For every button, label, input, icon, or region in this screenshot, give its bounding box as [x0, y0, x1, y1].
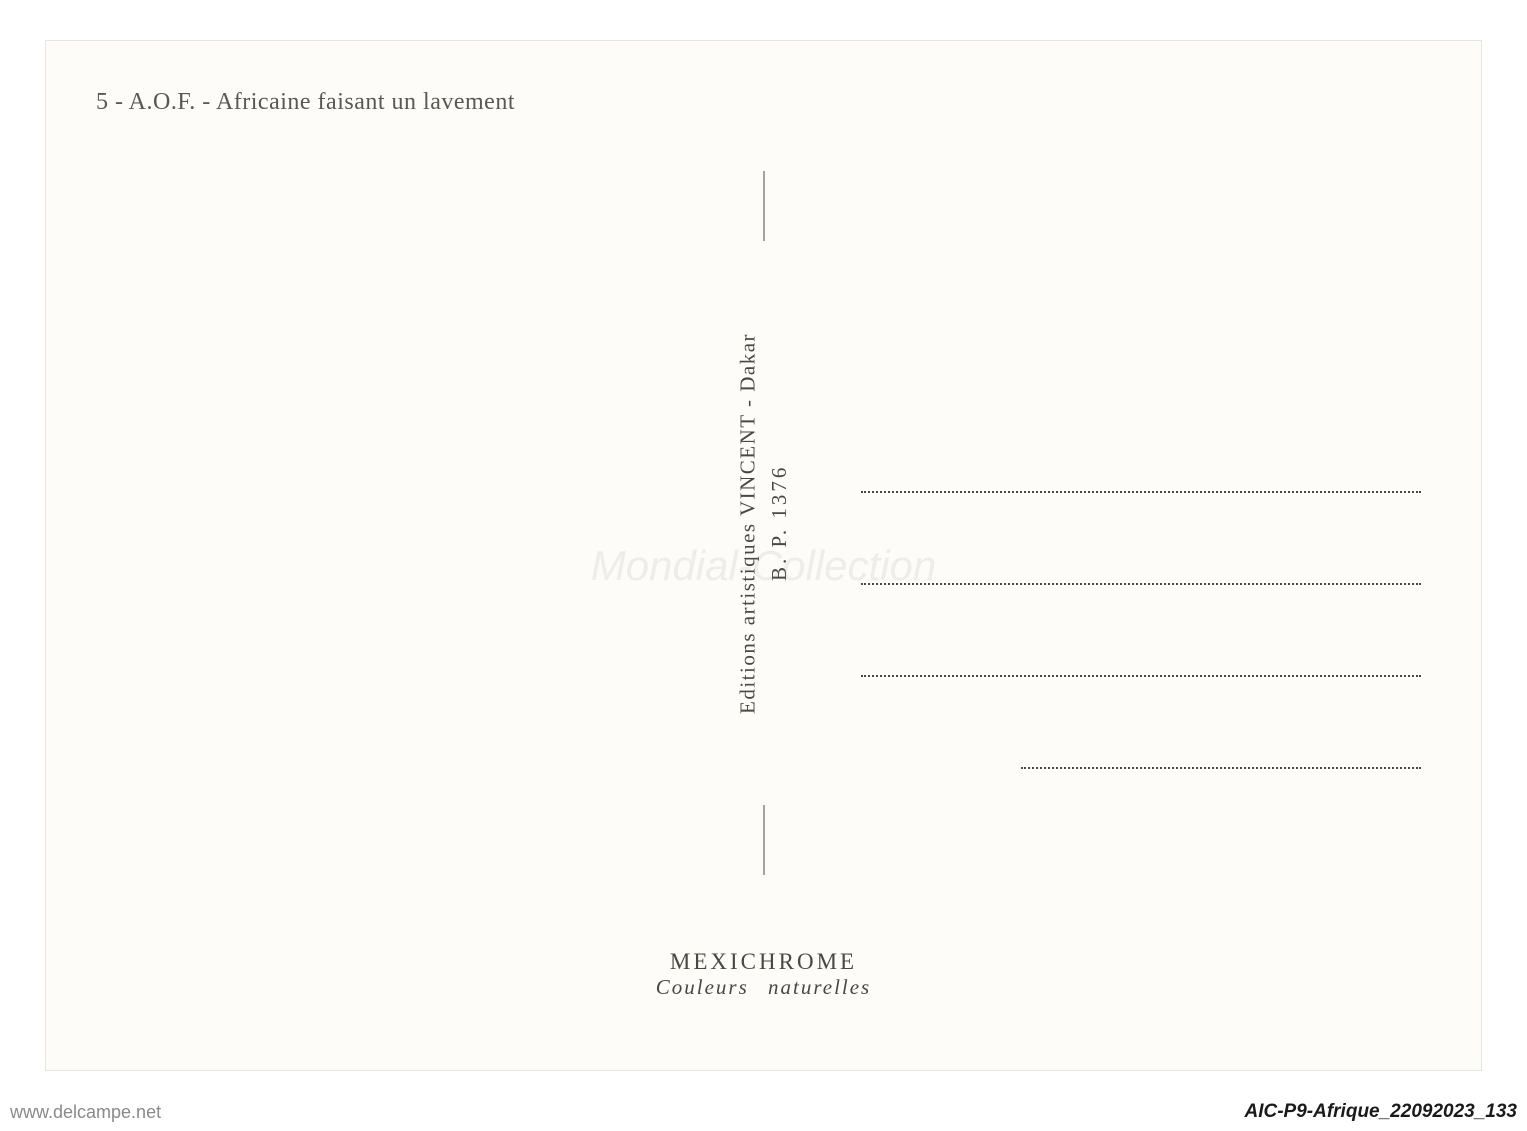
postcard-back: 5 - A.O.F. - Africaine faisant un laveme… [45, 40, 1482, 1071]
card-description: Africaine faisant un lavement [216, 89, 515, 115]
brand-tagline: Couleurs naturelles [656, 975, 871, 1000]
brand-name: MEXICHROME [656, 949, 871, 975]
publisher-text: Editions artistiques VINCENT - Dakar B. … [732, 253, 795, 793]
region-abbr: A.O.F. [129, 89, 196, 115]
address-line [861, 675, 1421, 677]
address-area [861, 491, 1421, 859]
print-brand: MEXICHROME Couleurs naturelles [656, 949, 871, 1000]
publisher-line1: Editions artistiques VINCENT - Dakar [732, 333, 764, 714]
address-line [1021, 767, 1421, 769]
address-line [861, 491, 1421, 493]
separator: - [202, 89, 216, 115]
divider-line-top [763, 171, 764, 241]
address-line [861, 583, 1421, 585]
separator: - [115, 89, 129, 115]
postcard-title: 5 - A.O.F. - Africaine faisant un laveme… [96, 89, 515, 116]
center-divider: Editions artistiques VINCENT - Dakar B. … [732, 171, 795, 875]
divider-line-bottom [763, 805, 764, 875]
reference-code: AIC-P9-Afrique_22092023_133 [1245, 1101, 1518, 1123]
source-watermark: www.delcampe.net [10, 1102, 161, 1123]
card-number: 5 [96, 89, 109, 115]
publisher-line2: B. P. 1376 [764, 333, 796, 714]
